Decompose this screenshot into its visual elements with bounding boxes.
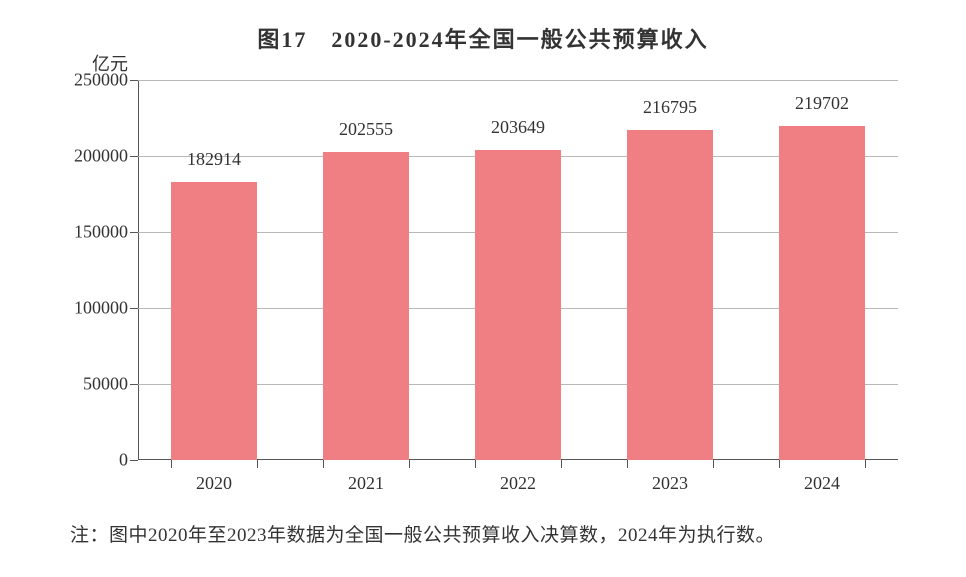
bar-value-label: 202555 bbox=[339, 119, 393, 140]
y-tick-label: 200000 bbox=[48, 146, 128, 167]
x-tick bbox=[171, 460, 172, 468]
x-tick-label: 2023 bbox=[652, 473, 688, 494]
y-tick-label: 250000 bbox=[48, 70, 128, 91]
y-tick bbox=[130, 308, 138, 309]
x-tick bbox=[779, 460, 780, 468]
chart-footnote: 注：图中2020年至2023年数据为全国一般公共预算收入决算数，2024年为执行… bbox=[70, 520, 775, 547]
x-tick bbox=[257, 460, 258, 468]
x-tick bbox=[475, 460, 476, 468]
bar bbox=[323, 152, 408, 460]
bar bbox=[779, 126, 864, 460]
y-axis-line bbox=[138, 80, 139, 460]
y-tick bbox=[130, 384, 138, 385]
y-tick-label: 0 bbox=[48, 450, 128, 471]
x-tick bbox=[865, 460, 866, 468]
grid-line bbox=[138, 80, 898, 81]
plot-area: 0500001000001500002000002500001829142020… bbox=[138, 80, 898, 460]
bar-value-label: 182914 bbox=[187, 149, 241, 170]
bar bbox=[171, 182, 256, 460]
x-tick bbox=[561, 460, 562, 468]
bar-value-label: 203649 bbox=[491, 117, 545, 138]
x-tick bbox=[323, 460, 324, 468]
x-tick bbox=[627, 460, 628, 468]
x-tick-label: 2021 bbox=[348, 473, 384, 494]
x-tick bbox=[409, 460, 410, 468]
bar-value-label: 216795 bbox=[643, 97, 697, 118]
x-tick-label: 2020 bbox=[196, 473, 232, 494]
x-tick-label: 2022 bbox=[500, 473, 536, 494]
bar-value-label: 219702 bbox=[795, 93, 849, 114]
y-tick-label: 50000 bbox=[48, 374, 128, 395]
x-tick-label: 2024 bbox=[804, 473, 840, 494]
y-tick bbox=[130, 460, 138, 461]
chart-container: 图17 2020-2024年全国一般公共预算收入 亿元 050000100000… bbox=[0, 0, 966, 577]
bar bbox=[475, 150, 560, 460]
y-tick-label: 150000 bbox=[48, 222, 128, 243]
y-tick bbox=[130, 156, 138, 157]
x-tick bbox=[713, 460, 714, 468]
bar bbox=[627, 130, 712, 460]
y-tick-label: 100000 bbox=[48, 298, 128, 319]
y-tick bbox=[130, 232, 138, 233]
y-tick bbox=[130, 80, 138, 81]
chart-title: 图17 2020-2024年全国一般公共预算收入 bbox=[0, 22, 966, 54]
